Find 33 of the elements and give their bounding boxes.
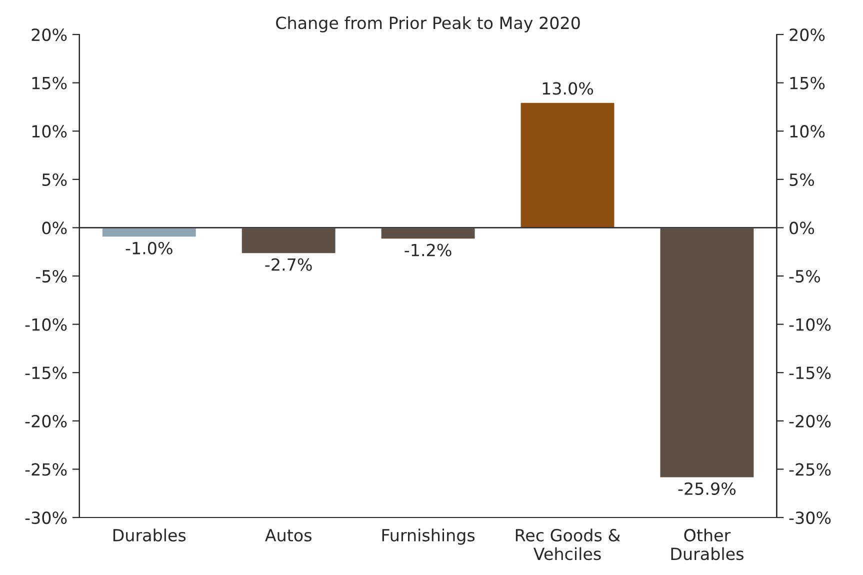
x-tick-label: Furnishings xyxy=(382,528,475,545)
y2-tick-label: -30% xyxy=(789,511,831,524)
data-label: -1.2% xyxy=(404,244,452,256)
y-tick-label: 5% xyxy=(42,173,67,186)
data-label: -2.7% xyxy=(265,258,312,271)
y2-tick-label: -20% xyxy=(789,414,831,428)
y2-tick-label: 10% xyxy=(790,125,825,138)
y-tick-label: 20% xyxy=(32,28,67,42)
y2-tick-label: -5% xyxy=(789,270,820,283)
y-tick-label: -5% xyxy=(36,270,67,283)
y-tick-label: 15% xyxy=(32,76,67,90)
y2-tick-label: -25% xyxy=(789,463,831,476)
y2-tick-label: 0% xyxy=(790,222,814,234)
x-tick-label: Durables xyxy=(113,528,186,542)
y-tick-label: 0% xyxy=(42,222,67,234)
y-tick-label: -10% xyxy=(25,318,67,331)
y-tick-label: -25% xyxy=(25,463,67,476)
y-tick-label: 10% xyxy=(32,125,67,138)
y-tick-label: -20% xyxy=(25,414,67,428)
y2-tick-label: 20% xyxy=(790,28,825,42)
x-tick-label: Rec Goods & Vehciles xyxy=(516,528,620,560)
x-tick-label: Other Durables xyxy=(671,528,744,560)
y-tick-label: -30% xyxy=(25,511,67,524)
data-label: -25.9% xyxy=(678,482,736,495)
y-tick-label: -15% xyxy=(25,366,67,380)
data-label: -1.0% xyxy=(126,242,172,254)
x-tick-label: Autos xyxy=(265,529,312,542)
y2-tick-label: -10% xyxy=(789,318,831,331)
y2-tick-label: 15% xyxy=(790,76,825,90)
y2-tick-label: -15% xyxy=(789,366,831,380)
chart-title: Change from Prior Peak to May 2020 xyxy=(276,16,580,32)
data-label: 13.0% xyxy=(542,82,594,95)
y2-tick-label: 5% xyxy=(790,173,814,186)
